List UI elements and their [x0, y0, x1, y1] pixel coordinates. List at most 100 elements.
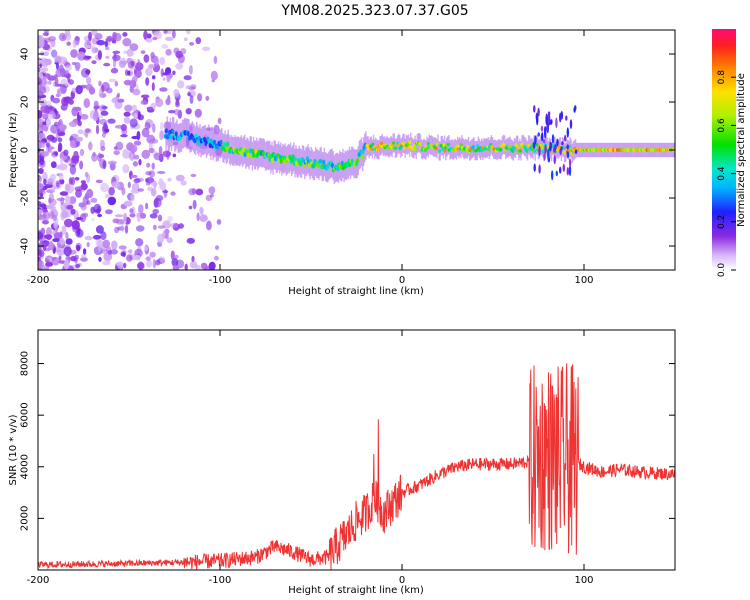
spectrogram-ridge-point — [321, 163, 325, 170]
spectrogram-ridge-point — [371, 142, 375, 147]
spectrogram-ridge-point — [222, 142, 226, 148]
spectrogram-noise-blob — [38, 200, 42, 207]
spectrogram-noise-blob — [170, 250, 175, 260]
spectrogram-noise-blob — [121, 187, 126, 196]
spectrogram-noise-blob — [162, 190, 169, 194]
spectrogram-noise-blob — [102, 160, 107, 170]
spectrogram-noise-blob — [101, 245, 108, 252]
spectrogram-burst — [544, 144, 547, 154]
spectrogram-noise-blob — [104, 193, 111, 199]
spectrogram-noise-blob — [65, 184, 74, 194]
spectrogram-noise-blob — [141, 149, 151, 159]
spectrogram-noise-blob — [42, 113, 49, 120]
spectrogram-noise-blob — [136, 212, 141, 223]
spectrogram-noise-blob — [126, 142, 134, 152]
spectrogram-ridge-point — [459, 142, 463, 147]
spectrogram-noise-blob — [40, 143, 45, 149]
spectrogram-noise-blob — [186, 237, 195, 244]
spectrogram-noise-blob — [112, 50, 121, 54]
spectrogram-noise-blob — [95, 179, 103, 184]
spectrogram-noise-blob — [86, 44, 92, 49]
spectrogram-noise-blob — [157, 233, 165, 244]
spectrogram-burst — [573, 107, 576, 113]
colorbar-label: Normalized spectral amplitude — [736, 73, 747, 227]
spectrogram-noise-blob — [66, 204, 74, 210]
spectrogram-noise-blob — [180, 180, 187, 186]
spectrogram-noise-blob — [58, 178, 65, 185]
spectrogram-noise-blob — [173, 108, 180, 116]
spectrogram-noise-blob — [42, 32, 49, 36]
spectrogram-burst — [533, 105, 536, 113]
spectrogram-noise-blob — [97, 213, 103, 218]
spectrogram-ridge-point — [443, 148, 447, 153]
spectrogram-noise-blob — [58, 172, 64, 181]
spectrogram-noise-blob — [77, 120, 82, 127]
spectrogram-noise-blob — [107, 196, 117, 206]
spectrogram-noise-blob — [38, 230, 42, 241]
spectrogram-noise-blob — [202, 46, 211, 51]
spectrogram-noise-blob — [114, 214, 124, 218]
spectrogram-noise-blob — [51, 136, 58, 143]
spectrogram-noise-blob — [146, 33, 152, 39]
spectrogram-noise-blob — [123, 212, 128, 222]
spectrogram-noise-blob — [82, 212, 89, 218]
spectrogram-burst — [564, 134, 567, 142]
spectrogram-noise-blob — [153, 152, 163, 161]
spectrogram-noise-blob — [150, 181, 158, 187]
spectrogram-noise-blob — [152, 208, 159, 215]
spectrogram-noise-blob — [140, 50, 146, 54]
spectrogram-noise-blob — [100, 182, 109, 193]
spectrogram-noise-blob — [175, 50, 183, 59]
spectrogram-burst — [549, 142, 552, 151]
spectrogram-burst — [546, 125, 549, 132]
spectrogram-noise-blob — [48, 80, 52, 85]
spectrogram-noise-blob — [199, 206, 204, 215]
spectrogram-noise-blob — [84, 128, 91, 133]
spectrogram-noise-blob — [57, 89, 62, 94]
spectrogram-noise-blob — [136, 130, 141, 141]
spectrogram-noise-blob — [148, 64, 155, 69]
spectrogram-noise-blob — [145, 77, 150, 86]
spectrogram-burst — [551, 134, 555, 144]
spectrogram-noise-blob — [66, 41, 71, 46]
spectrogram-noise-blob — [93, 203, 102, 214]
spectrogram-burst — [568, 158, 572, 167]
spectrogram-noise-blob — [145, 202, 149, 210]
spectrogram-noise-blob — [165, 36, 174, 42]
spectrogram-noise-blob — [131, 61, 135, 67]
spectrogram-noise-blob — [56, 182, 60, 188]
spectrogram-burst — [542, 139, 546, 144]
spectrogram-noise-blob — [102, 260, 111, 266]
snr-x-tick-label: 100 — [574, 575, 593, 586]
spectrogram-burst — [540, 125, 544, 132]
spectrogram-noise-blob — [61, 96, 69, 107]
spectrogram-noise-blob — [124, 104, 133, 113]
spectrogram-noise-blob — [98, 88, 103, 98]
spectrogram-burst — [574, 149, 578, 154]
spectrogram-noise-blob — [132, 161, 138, 167]
spectrogram-noise-blob — [100, 145, 106, 152]
spectrogram-noise-blob — [129, 118, 138, 128]
spectrogram-noise-blob — [172, 153, 177, 158]
spectrogram-noise-blob — [121, 57, 126, 62]
spectrogram-noise-blob — [38, 249, 42, 259]
spectrogram-noise-blob — [90, 30, 98, 36]
spectrogram-y-tick-label: 40 — [20, 48, 31, 61]
spectrogram-noise-blob — [196, 212, 200, 222]
spectrogram-noise-blob — [47, 106, 55, 110]
spectrogram-noise-blob — [58, 32, 67, 42]
spectrogram-burst — [538, 164, 541, 174]
spectrogram-noise-blob — [40, 102, 45, 106]
spectrogram-noise-blob — [57, 142, 63, 152]
spectrogram-noise-blob — [73, 221, 78, 228]
spectrogram-noise-blob — [166, 237, 173, 244]
spectrogram-noise-blob — [138, 159, 142, 166]
spectrogram-burst — [553, 155, 556, 165]
spectrogram-noise-blob — [63, 246, 72, 257]
spectrogram-burst — [537, 107, 540, 117]
colorbar: 0.0 0.2 0.4 0.6 0.8 Normalized spectral ampl… — [712, 29, 747, 277]
spectrogram-noise-blob — [56, 249, 65, 256]
spectrogram-noise-blob — [98, 256, 102, 262]
spectrogram-noise-blob — [122, 150, 131, 159]
